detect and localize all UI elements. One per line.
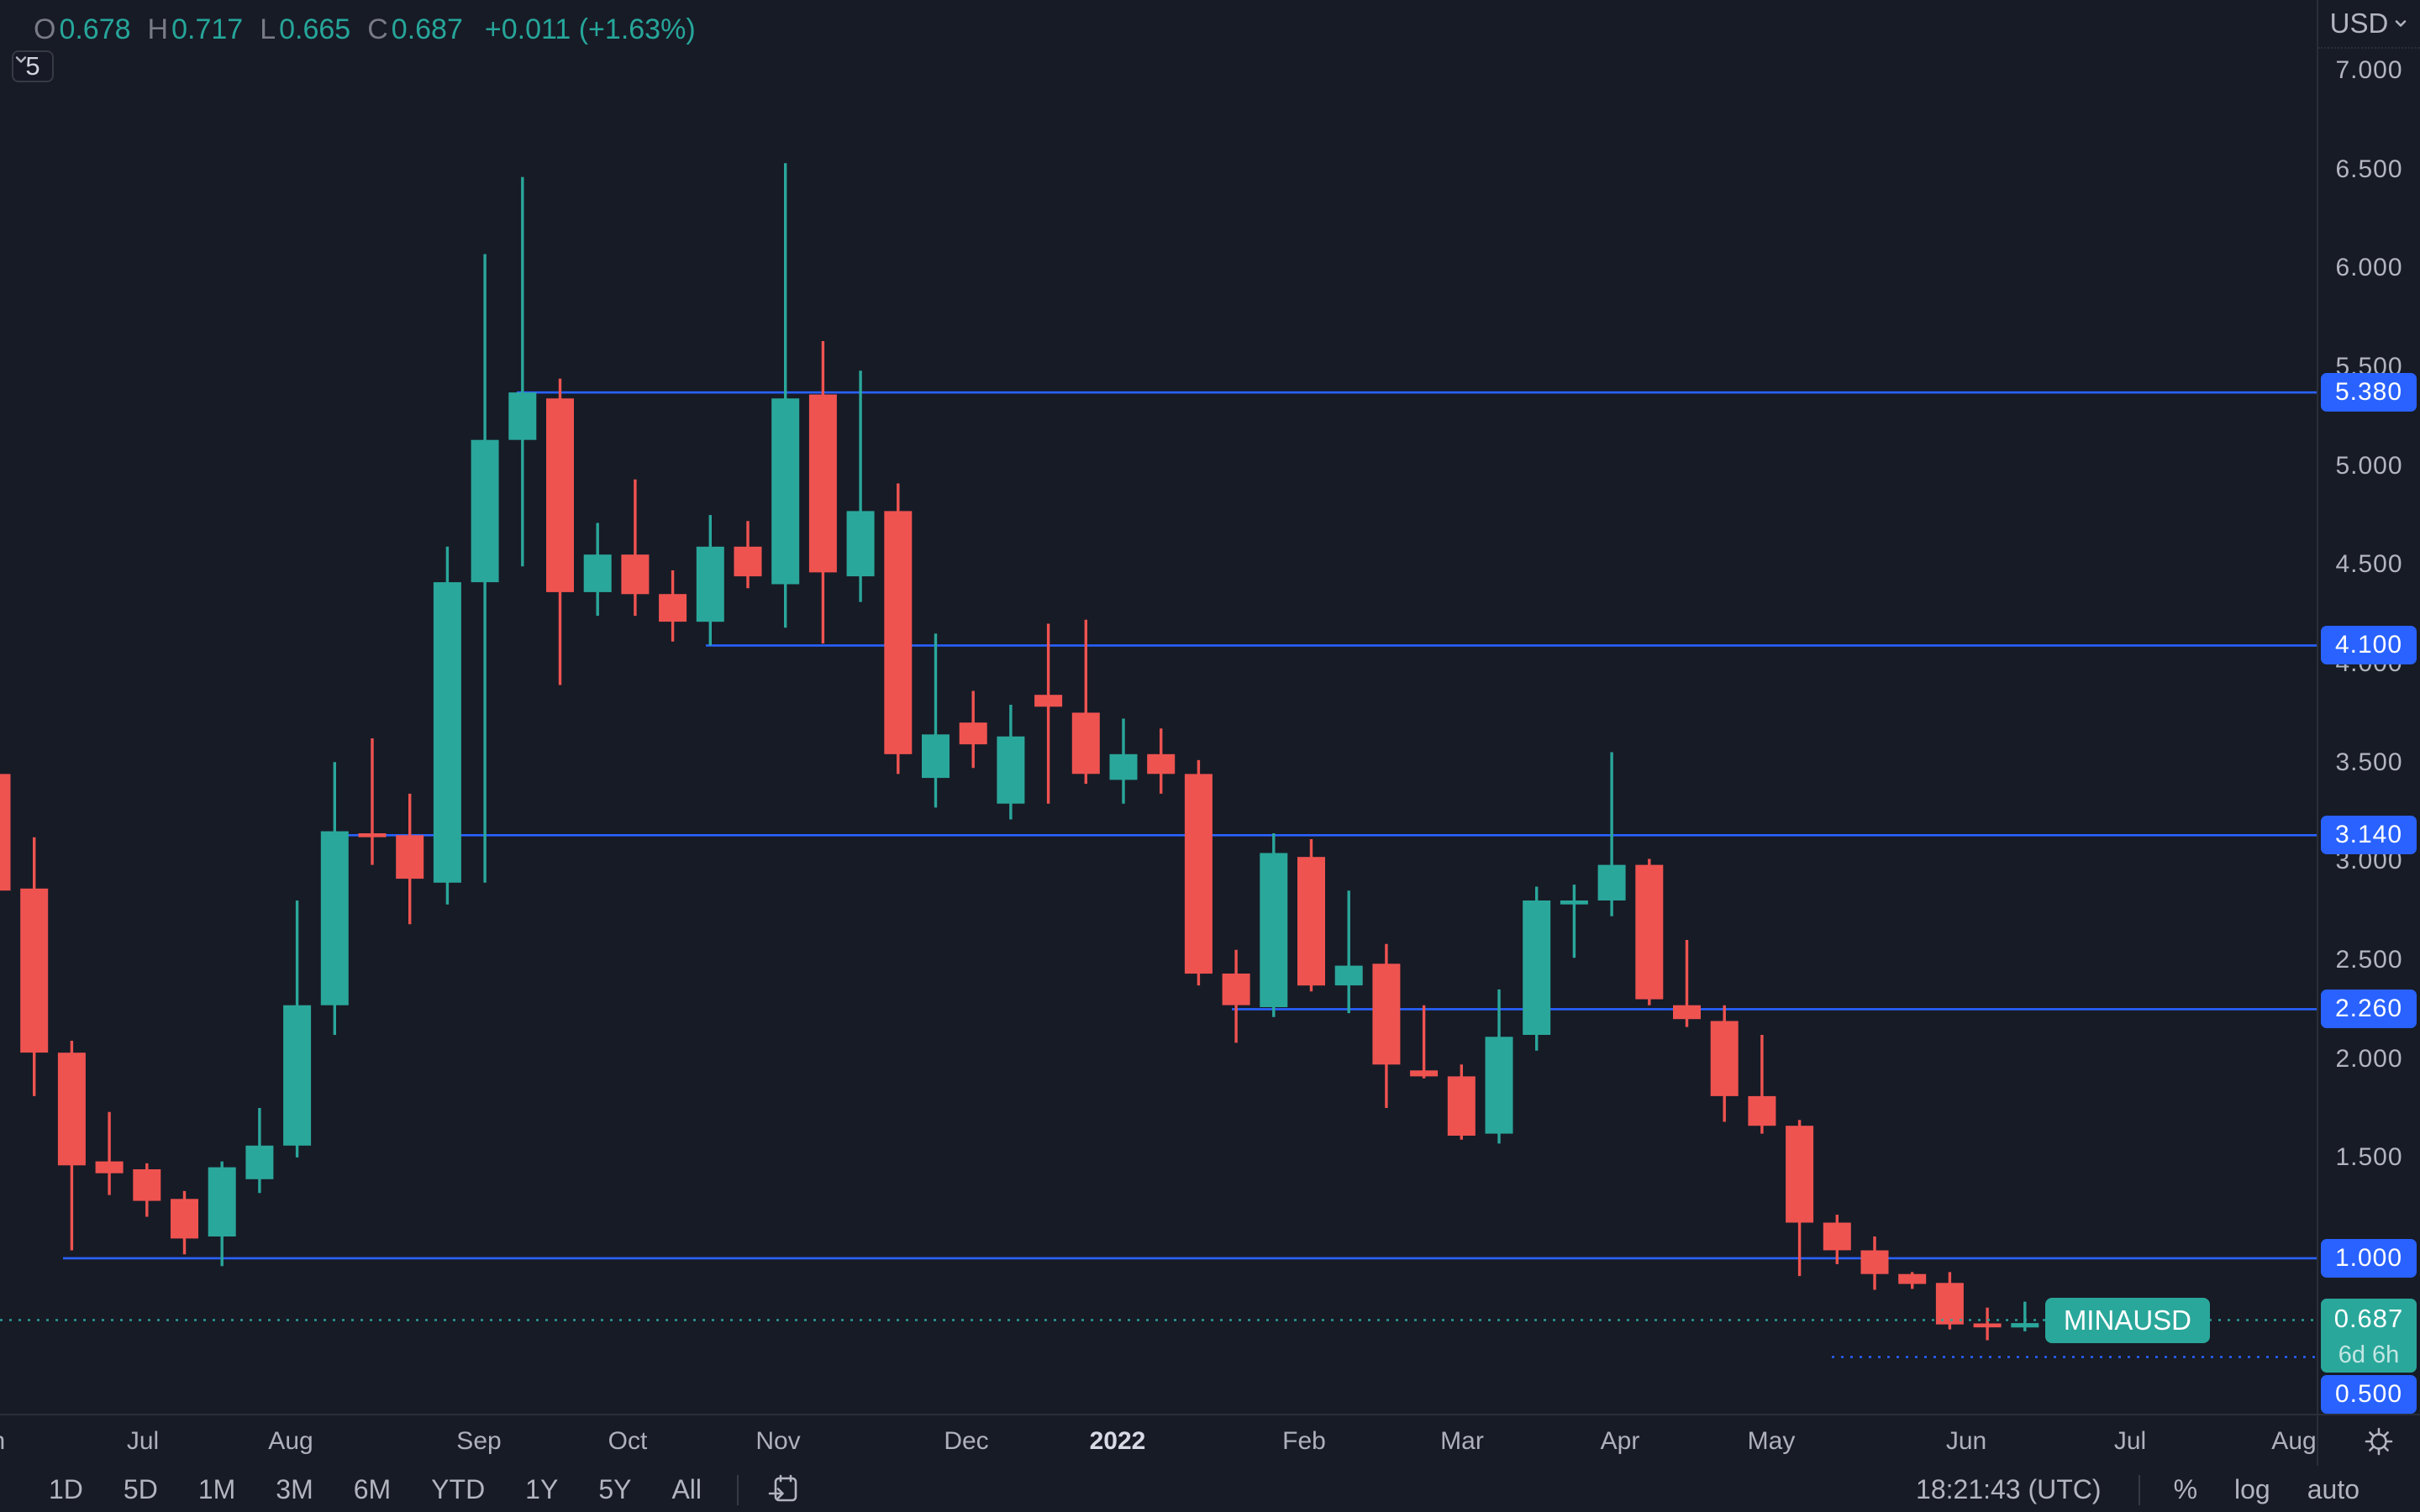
- time-axis[interactable]: Jun Jul Aug Sep Oct Nov Dec 2022 Feb Mar Apr May Jun…: [0, 1414, 2420, 1467]
- time-tick: Nov: [755, 1427, 801, 1455]
- range-button-1m[interactable]: 1M: [197, 1474, 236, 1504]
- bottom-toolbar: 1D 5D 1M 3M 6M YTD 1Y 5Y All 18:21:43 (UTC) % lo…: [0, 1466, 2420, 1512]
- range-button-6m[interactable]: 6M: [353, 1474, 392, 1504]
- scale-controls: 18:21:43 (UTC) % log auto: [1894, 1467, 2420, 1512]
- price-change: +0.011 (+1.63%): [484, 13, 696, 45]
- range-button-ytd[interactable]: YTD: [431, 1474, 486, 1504]
- symbol-price-tag: MINAUSD: [2044, 1297, 2210, 1343]
- range-button-1d[interactable]: 1D: [49, 1474, 83, 1504]
- auto-scale-button[interactable]: auto: [2307, 1474, 2360, 1504]
- ohlc-open: O 0.678: [34, 13, 131, 46]
- price-tick: 4.500: [2335, 550, 2403, 579]
- time-tick: Aug: [268, 1427, 313, 1455]
- low-value: 0.665: [279, 13, 351, 45]
- close-value: 0.687: [391, 13, 463, 45]
- time-tick: Jun: [1945, 1427, 1987, 1455]
- current-price: 0.687: [2333, 1303, 2404, 1333]
- high-value: 0.717: [171, 13, 244, 45]
- ohlc-close: C 0.687: [367, 13, 463, 46]
- range-buttons: 1D 5D 1M 3M 6M YTD 1Y 5Y All: [0, 1467, 802, 1512]
- time-tick: Oct: [608, 1427, 648, 1455]
- level-price-badge: 2.260: [2321, 990, 2417, 1029]
- high-letter: H: [147, 13, 169, 45]
- time-tick: 2022: [1089, 1427, 1146, 1455]
- symbol-label: MINAUSD: [2063, 1304, 2191, 1336]
- range-button-5d[interactable]: 5D: [123, 1474, 158, 1504]
- currency-selector[interactable]: USD: [2318, 0, 2420, 49]
- level-price-badge: 3.140: [2321, 816, 2417, 855]
- toolbar-divider: [737, 1474, 739, 1505]
- range-button-1y[interactable]: 1Y: [525, 1474, 559, 1504]
- price-tick: 1.500: [2335, 1143, 2403, 1172]
- price-tick: 6.500: [2335, 155, 2403, 183]
- currency-label: USD: [2329, 8, 2389, 39]
- bar-countdown: 6d 6h: [2338, 1341, 2400, 1369]
- axis-corner-divider: [2317, 1415, 2318, 1467]
- time-tick: Feb: [1282, 1427, 1326, 1455]
- current-price-badge: 0.687 6d 6h: [2321, 1298, 2417, 1373]
- price-tick: 6.000: [2335, 254, 2403, 282]
- toolbar-divider: [2138, 1474, 2140, 1505]
- time-tick: Apr: [1600, 1427, 1640, 1455]
- price-tick: 5.000: [2335, 451, 2403, 480]
- clock-label[interactable]: 18:21:43 (UTC): [1916, 1474, 2102, 1504]
- close-letter: C: [367, 13, 388, 45]
- range-button-all[interactable]: All: [671, 1474, 702, 1504]
- ohlc-high: H 0.717: [148, 13, 244, 46]
- low-letter: L: [260, 13, 276, 45]
- level-price-badge: 0.500: [2321, 1374, 2417, 1414]
- level-price-badge: 4.100: [2321, 626, 2417, 665]
- timeframe-value: 5: [25, 51, 40, 81]
- price-tick: 2.000: [2335, 1044, 2403, 1073]
- price-tick: 2.500: [2335, 945, 2403, 974]
- time-tick: Mar: [1440, 1427, 1484, 1455]
- go-to-date-icon[interactable]: [765, 1472, 802, 1509]
- time-tick: Jun: [0, 1415, 5, 1467]
- range-button-5y[interactable]: 5Y: [598, 1474, 632, 1504]
- chevron-down-icon: [15, 56, 27, 63]
- price-tick: 7.000: [2335, 56, 2403, 84]
- percent-scale-button[interactable]: %: [2173, 1474, 2198, 1504]
- time-tick: May: [1747, 1427, 1796, 1455]
- gear-icon[interactable]: [2360, 1422, 2398, 1461]
- price-axis[interactable]: USD 7.0006.5006.0005.5005.0004.5004.0003…: [2317, 0, 2420, 1466]
- range-button-3m[interactable]: 3M: [276, 1474, 313, 1504]
- open-letter: O: [34, 13, 56, 45]
- chevron-down-icon: [2396, 20, 2407, 27]
- time-tick: Aug: [2271, 1427, 2317, 1455]
- level-price-badge: 5.380: [2321, 373, 2417, 412]
- log-scale-button[interactable]: log: [2234, 1474, 2270, 1504]
- time-tick: Jul: [2113, 1427, 2147, 1455]
- time-tick: Sep: [456, 1427, 502, 1455]
- time-tick: Dec: [944, 1427, 989, 1455]
- level-price-badge: 1.000: [2321, 1238, 2417, 1278]
- timeframe-button[interactable]: 5: [12, 50, 54, 82]
- price-tick: 3.500: [2335, 748, 2403, 776]
- candlestick-chart: [0, 163, 2317, 1358]
- open-value: 0.678: [59, 13, 131, 45]
- ohlc-legend: O 0.678 H 0.717 L 0.665 C 0.687 +0.011 (…: [34, 13, 696, 46]
- time-tick: Jul: [126, 1427, 160, 1455]
- ohlc-low: L 0.665: [260, 13, 350, 46]
- chart-pane[interactable]: O 0.678 H 0.717 L 0.665 C 0.687 +0.011 (…: [0, 0, 2317, 1414]
